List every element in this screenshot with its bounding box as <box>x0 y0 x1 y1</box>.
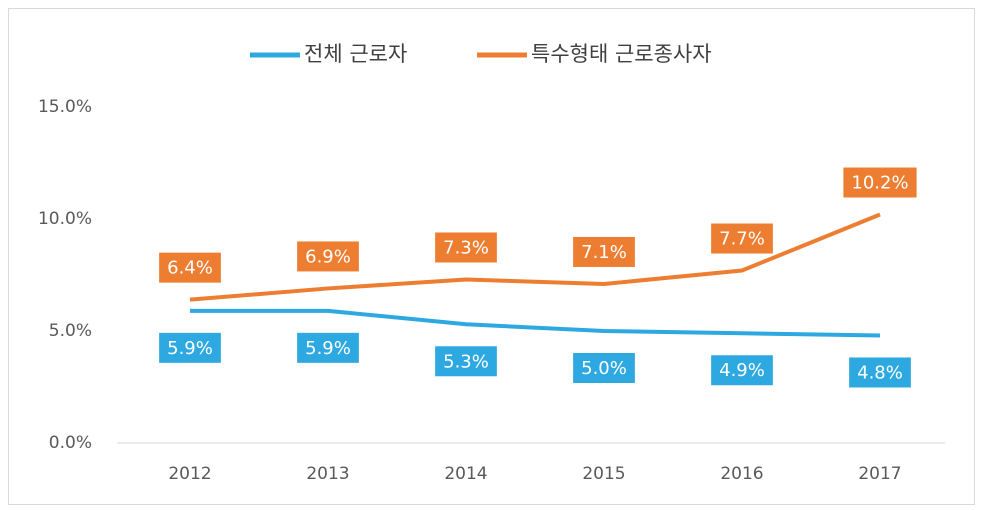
data-label <box>849 357 911 388</box>
data-label <box>159 332 221 363</box>
data-label-box <box>573 353 635 383</box>
data-label-text: 5.3% <box>443 351 489 372</box>
data-label-text: 4.9% <box>719 360 765 381</box>
data-label-box <box>159 252 221 283</box>
y-tick-label: 15.0% <box>38 97 92 117</box>
data-label <box>711 355 773 386</box>
series-line <box>190 308 881 338</box>
series-line <box>189 212 881 302</box>
data-label <box>435 232 497 263</box>
x-tick-label: 2013 <box>306 464 349 484</box>
data-label-box <box>435 232 497 263</box>
data-label-box <box>297 241 359 272</box>
data-label <box>297 332 359 363</box>
chart-frame <box>8 8 975 505</box>
data-label <box>297 241 359 272</box>
data-label-text: 6.9% <box>305 246 351 267</box>
data-label-text: 4.8% <box>857 362 903 383</box>
data-label-text: 5.9% <box>167 338 213 359</box>
data-label-box <box>435 346 497 377</box>
data-label-text: 7.7% <box>719 229 765 250</box>
data-label-box <box>849 357 911 388</box>
data-label-text: 7.3% <box>443 237 489 258</box>
data-label-box <box>843 167 917 198</box>
legend-label: 전체 근로자 <box>304 42 407 66</box>
data-label-text: 10.2% <box>851 173 908 194</box>
data-label-text: 5.9% <box>305 338 351 359</box>
data-label <box>711 223 773 254</box>
y-tick-label: 5.0% <box>49 321 92 341</box>
x-tick-label: 2017 <box>858 464 901 484</box>
data-label-box <box>297 332 359 363</box>
data-label <box>573 353 635 383</box>
x-tick-label: 2012 <box>168 464 211 484</box>
data-label-text: 7.1% <box>581 242 627 263</box>
data-label <box>159 252 221 283</box>
data-label <box>843 167 917 198</box>
data-label <box>573 236 635 267</box>
data-label <box>435 346 497 377</box>
data-label-text: 6.4% <box>167 258 213 279</box>
data-label-box <box>573 236 635 267</box>
legend-label: 특수형태 근로종사자 <box>531 42 712 66</box>
y-tick-label: 0.0% <box>49 433 92 453</box>
x-tick-label: 2015 <box>582 464 625 484</box>
x-tick-label: 2016 <box>720 464 763 484</box>
data-label-box <box>711 223 773 254</box>
data-label-box <box>711 355 773 386</box>
data-label-text: 5.0% <box>581 358 627 379</box>
x-tick-label: 2014 <box>444 464 487 484</box>
y-tick-label: 10.0% <box>38 209 92 229</box>
data-label-box <box>159 332 221 363</box>
